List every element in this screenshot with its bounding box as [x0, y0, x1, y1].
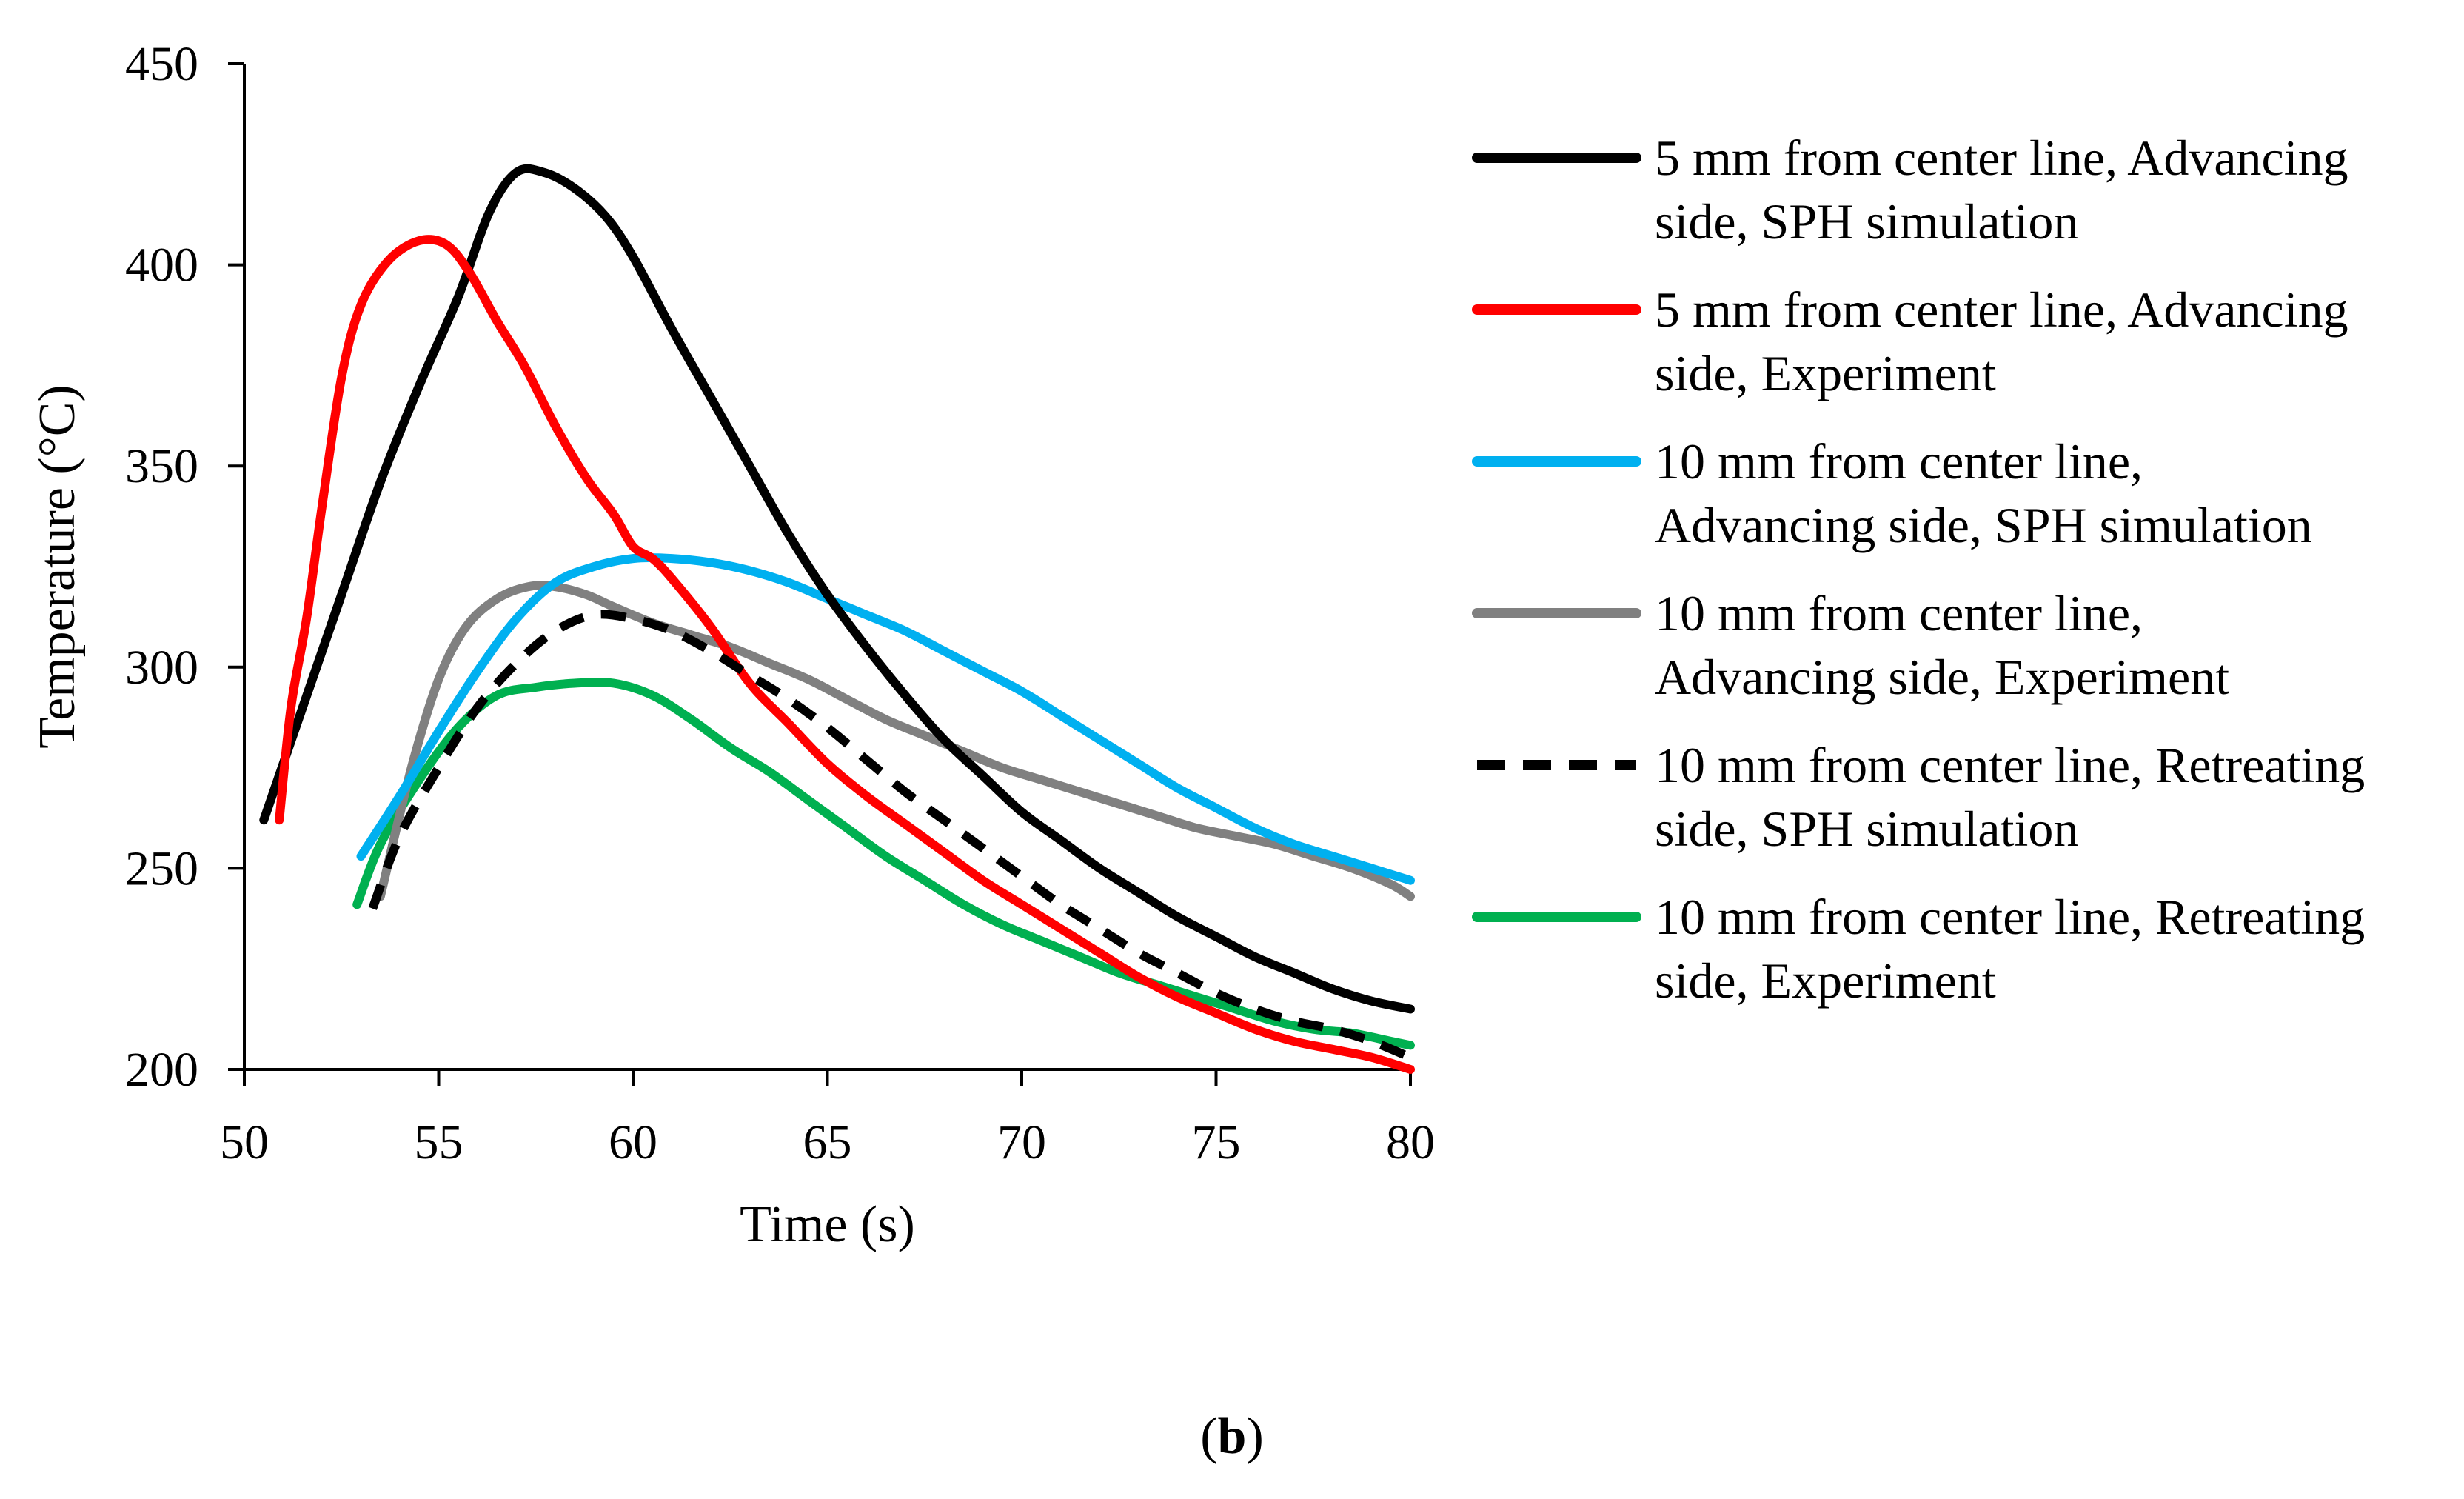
series-line-dashed-10mm-retreating-sph	[368, 610, 1413, 1062]
series-line-gray-10mm-advancing-exp	[375, 581, 1415, 901]
figure-caption: (b)	[1200, 1408, 1264, 1465]
x-tick-label: 55	[415, 1115, 463, 1169]
legend-label-blue-10mm-advancing-sph: Advancing side, SPH simulation	[1655, 497, 2312, 553]
legend-label-blue-10mm-advancing-sph: 10 mm from center line,	[1655, 433, 2143, 490]
legend-label-red-5mm-advancing-exp: 5 mm from center line, Advancing	[1655, 281, 2348, 338]
x-tick-label: 65	[803, 1115, 852, 1169]
x-tick-label: 75	[1192, 1115, 1241, 1169]
series-line-red-5mm-advancing-exp	[275, 235, 1415, 1074]
legend-label-black-5mm-advancing-sph: side, SPH simulation	[1655, 193, 2078, 250]
series-layer	[259, 164, 1415, 1074]
x-tick-label: 80	[1386, 1115, 1435, 1169]
y-tick-label: 300	[125, 641, 198, 695]
series-line-blue-10mm-advancing-sph	[356, 553, 1415, 885]
y-axis-title: Temperature (°C)	[29, 384, 86, 748]
legend-label-green-10mm-retreating-exp: side, Experiment	[1655, 952, 1996, 1009]
series-line-green-10mm-retreating-exp	[352, 678, 1415, 1050]
y-tick-label: 250	[125, 841, 198, 895]
legend-label-black-5mm-advancing-sph: 5 mm from center line, Advancing	[1655, 130, 2348, 186]
legend: 5 mm from center line, Advancing side, SP…	[1472, 130, 2365, 1009]
legend-label-gray-10mm-advancing-exp: 10 mm from center line,	[1655, 585, 2143, 641]
y-tick-label: 400	[125, 238, 198, 293]
legend-label-gray-10mm-advancing-exp: Advancing side, Experiment	[1655, 649, 2229, 705]
x-tick-label: 60	[609, 1115, 657, 1169]
axes: 200 250 300 350 400 450 50 55 60 65 70 75 80 Time (s)…	[29, 37, 1435, 1253]
legend-label-dashed-10mm-retreating-sph: 10 mm from center line, Retreating	[1655, 737, 2365, 793]
y-tick-label: 450	[125, 37, 198, 91]
x-tick-label: 70	[997, 1115, 1046, 1169]
x-axis-title: Time (s)	[740, 1196, 915, 1253]
legend-label-dashed-10mm-retreating-sph: side, SPH simulation	[1655, 801, 2078, 857]
figure-caption-letter: b	[1217, 1408, 1247, 1465]
legend-label-green-10mm-retreating-exp: 10 mm from center line, Retreating	[1655, 889, 2365, 945]
y-tick-label: 200	[125, 1043, 198, 1097]
y-tick-label: 350	[125, 439, 198, 493]
x-tick-label: 50	[220, 1115, 269, 1169]
legend-label-red-5mm-advancing-exp: side, Experiment	[1655, 345, 1996, 401]
series-line-black-5mm-advancing-sph	[259, 164, 1415, 1014]
